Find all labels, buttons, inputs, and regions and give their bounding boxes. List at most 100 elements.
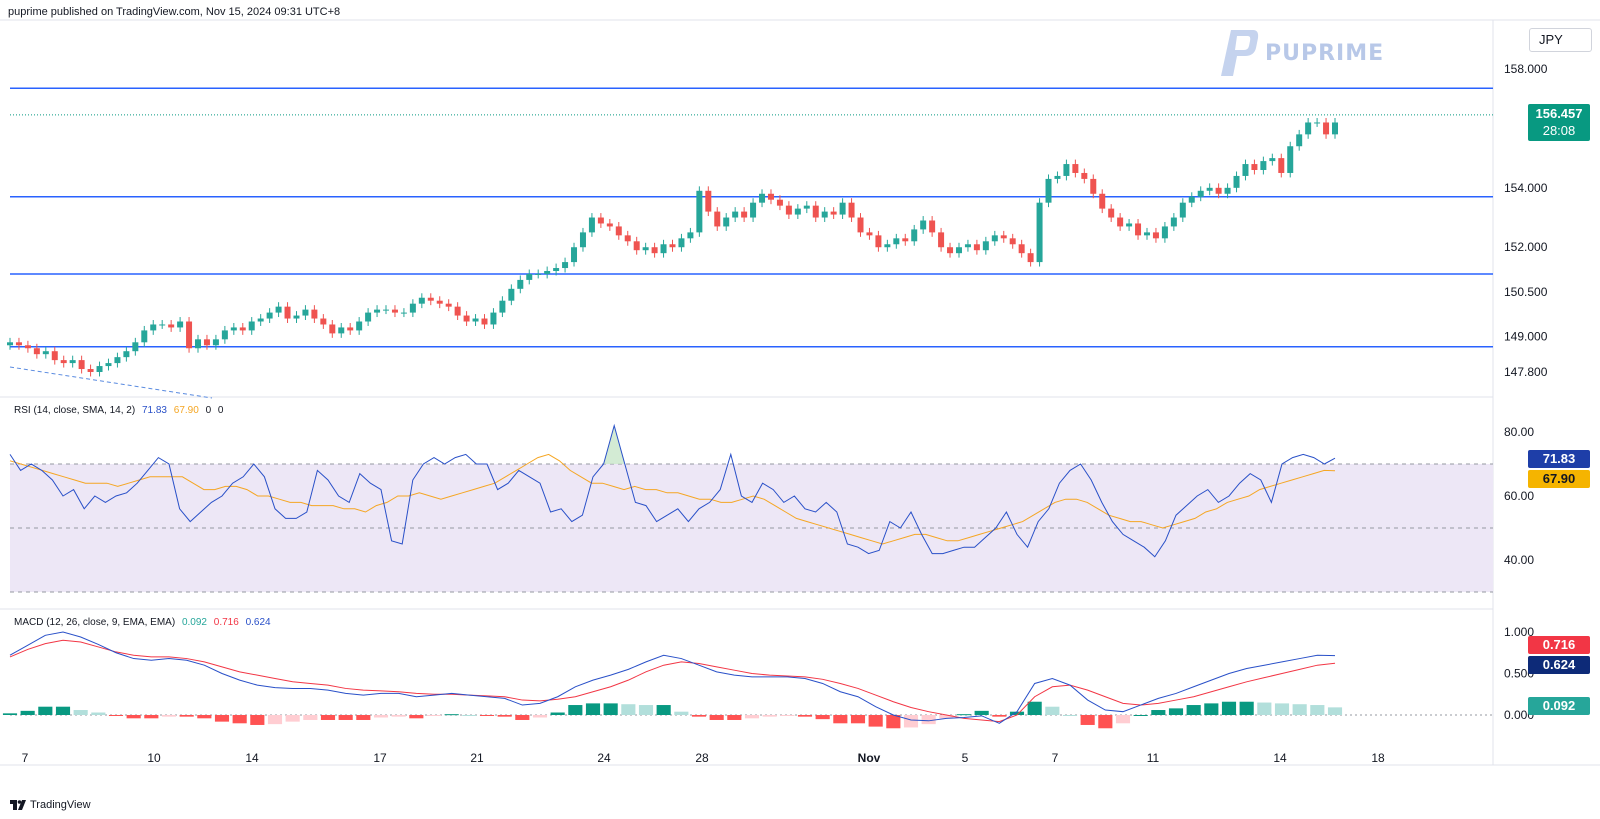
candle <box>705 190 712 212</box>
candle <box>186 321 193 349</box>
candle <box>991 235 998 242</box>
candle <box>436 300 443 304</box>
candle <box>168 324 175 328</box>
histogram-bar <box>815 715 830 720</box>
histogram-bar <box>1310 705 1325 715</box>
bar-countdown: 28:08 <box>1542 123 1576 138</box>
histogram-bar <box>1239 701 1254 715</box>
candle <box>875 235 882 248</box>
candle <box>293 315 300 319</box>
time-tick-label: 10 <box>147 751 161 765</box>
candle <box>508 288 515 301</box>
candle <box>642 247 649 251</box>
candle <box>947 247 954 254</box>
signal-value-badge: 0.624 <box>1528 656 1590 674</box>
histogram-bar <box>1274 703 1290 715</box>
candle <box>929 220 936 233</box>
histogram-bar <box>568 705 583 715</box>
price-tick-label: 147.800 <box>1504 365 1548 379</box>
trend-line <box>9 366 213 399</box>
histogram-bar <box>179 715 194 717</box>
price-tick-label: 150.500 <box>1504 285 1548 299</box>
macd-tick-label: 1.000 <box>1504 625 1534 639</box>
candle <box>606 223 613 227</box>
histogram-bar <box>197 715 212 719</box>
histogram-bar <box>108 715 124 716</box>
tradingview-footer[interactable]: TradingView <box>10 799 91 811</box>
candle <box>750 202 757 218</box>
candle <box>1305 122 1312 135</box>
candle <box>1117 217 1124 227</box>
rsi-tick-label: 80.00 <box>1504 425 1534 439</box>
histogram-bar <box>691 715 707 717</box>
histogram-bar <box>55 706 71 715</box>
candle <box>1251 164 1258 170</box>
candle <box>400 312 407 314</box>
candle <box>633 241 640 251</box>
candle <box>553 268 560 271</box>
time-tick-label: 21 <box>470 751 484 765</box>
candle <box>803 205 810 209</box>
time-tick-label: 28 <box>695 751 709 765</box>
histogram-bar <box>73 710 88 715</box>
candle <box>51 351 58 361</box>
rsi-legend-rsi-value: 71.83 <box>141 405 167 416</box>
candle <box>69 360 76 364</box>
candle <box>105 363 112 367</box>
candle <box>759 193 766 203</box>
histogram-bar <box>833 715 848 724</box>
candle <box>463 315 470 322</box>
rsi-legend[interactable]: RSI (14, close, SMA, 14, 2) 71.83 67.90 … <box>14 405 227 416</box>
macd-legend[interactable]: MACD (12, 26, close, 9, EMA, EMA) 0.092 … <box>14 617 275 628</box>
histogram-bar <box>780 715 795 716</box>
candles-group <box>7 118 1338 377</box>
candle <box>311 309 318 319</box>
histogram-bar <box>2 713 18 715</box>
candle <box>1260 161 1267 170</box>
histogram-bar <box>1009 711 1025 715</box>
histogram-bar <box>1115 715 1131 724</box>
candle <box>741 211 748 218</box>
candle <box>776 199 783 206</box>
price-tick-label: 154.000 <box>1504 181 1548 195</box>
histogram-bar <box>532 715 548 718</box>
candle <box>1081 172 1088 179</box>
candle <box>1072 164 1079 173</box>
candle <box>571 247 578 263</box>
candle <box>651 247 658 254</box>
signal-line <box>9 639 1336 723</box>
candle <box>1143 232 1150 236</box>
candle <box>1242 164 1249 176</box>
candle <box>794 208 801 215</box>
candle <box>114 357 121 364</box>
candle <box>1287 146 1294 173</box>
histogram-bar <box>621 704 636 715</box>
puprime-logo: PUPRIME <box>1217 28 1384 78</box>
candle <box>132 342 139 352</box>
candle <box>973 244 980 251</box>
histogram-bar <box>603 703 618 715</box>
candle <box>588 217 595 233</box>
candle <box>687 232 694 239</box>
candle <box>785 205 792 215</box>
histogram-bar <box>126 715 141 719</box>
histogram-bar <box>762 715 777 717</box>
currency-button[interactable]: JPY <box>1529 28 1592 52</box>
macd-legend-hist-value: 0.092 <box>181 617 207 628</box>
histogram-bar <box>868 715 883 727</box>
histogram-bar <box>267 715 283 725</box>
histogram-bar <box>1027 701 1042 715</box>
candle <box>338 327 345 334</box>
histogram-bar <box>550 712 565 715</box>
histogram-bar <box>1062 715 1078 716</box>
tradingview-brand: TradingView <box>30 799 91 811</box>
histogram-bar <box>479 715 495 716</box>
histogram-bar <box>497 715 512 717</box>
candle <box>284 306 291 319</box>
candle <box>526 273 533 280</box>
candle <box>866 232 873 236</box>
candle <box>87 369 94 372</box>
time-tick-label: 14 <box>245 751 259 765</box>
histogram-bar <box>356 715 371 720</box>
candle <box>624 235 631 242</box>
